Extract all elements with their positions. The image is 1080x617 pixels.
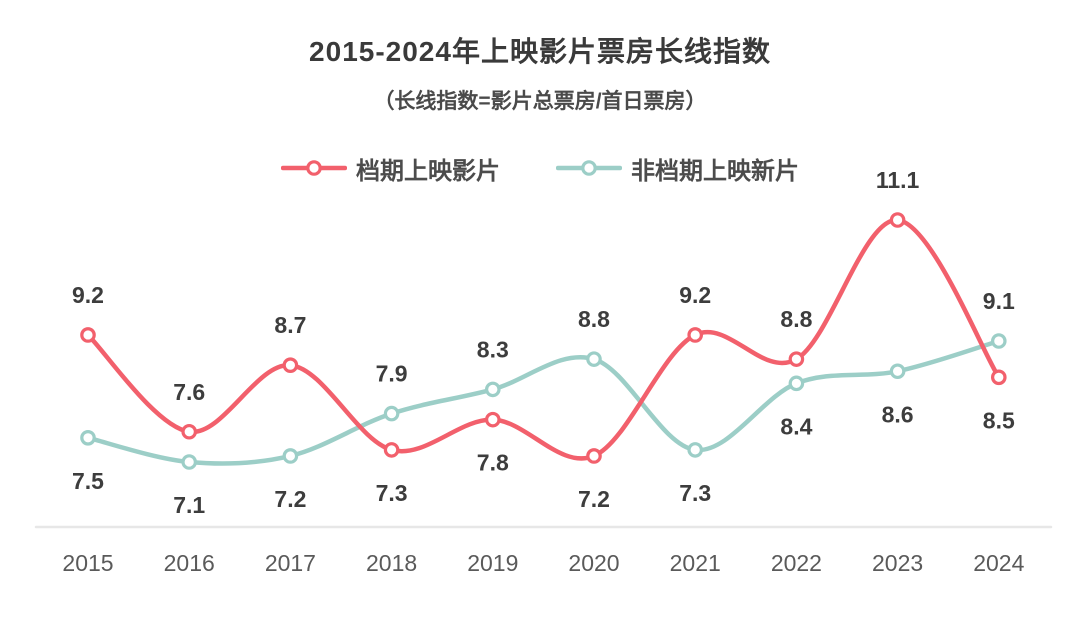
chart-title: 2015-2024年上映影片票房长线指数 bbox=[309, 36, 771, 67]
x-axis-tick-label: 2024 bbox=[973, 550, 1024, 576]
data-point-label: 8.4 bbox=[780, 413, 812, 439]
data-point-label: 8.8 bbox=[780, 306, 812, 332]
data-point-marker bbox=[80, 429, 96, 446]
series-line-1 bbox=[85, 338, 1002, 466]
x-axis-tick-label: 2016 bbox=[164, 550, 215, 576]
data-point-marker bbox=[788, 375, 805, 392]
data-point-label: 8.3 bbox=[477, 336, 509, 362]
data-point-label: 7.5 bbox=[72, 468, 104, 494]
data-point-label: 7.3 bbox=[376, 480, 408, 506]
data-point-label: 7.6 bbox=[173, 379, 205, 405]
legend-label: 档期上映影片 bbox=[356, 157, 500, 185]
x-axis-tick-label: 2015 bbox=[62, 550, 113, 576]
data-point-label: 7.2 bbox=[578, 486, 610, 512]
data-point-label: 7.8 bbox=[477, 450, 509, 476]
x-axis-tick-label: 2017 bbox=[265, 550, 316, 576]
data-point-label: 7.2 bbox=[274, 486, 306, 512]
data-point-label: 11.1 bbox=[876, 167, 920, 193]
legend-line-marker-icon bbox=[281, 160, 347, 176]
x-axis-tick-label: 2023 bbox=[872, 550, 923, 576]
data-point-label: 9.2 bbox=[679, 282, 711, 308]
data-point-label: 9.2 bbox=[72, 282, 104, 308]
x-axis-tick-label: 2022 bbox=[771, 550, 822, 576]
legend: 档期上映影片 非档期上映新片 bbox=[0, 150, 1080, 186]
series-line-0 bbox=[85, 217, 1002, 461]
data-point-label: 8.7 bbox=[274, 312, 306, 338]
x-axis-tick-label: 2019 bbox=[467, 550, 518, 576]
legend-item-1[interactable]: 非档期上映新片 bbox=[556, 151, 799, 186]
data-point-marker bbox=[181, 423, 197, 440]
data-point-marker bbox=[990, 333, 1007, 349]
legend-label: 非档期上映新片 bbox=[631, 157, 799, 185]
data-point-marker bbox=[282, 448, 299, 464]
data-point-marker bbox=[383, 442, 400, 458]
data-point-marker bbox=[80, 327, 96, 343]
data-point-marker bbox=[889, 363, 906, 380]
data-point-marker bbox=[383, 405, 400, 422]
data-point-label: 8.6 bbox=[882, 401, 914, 427]
x-axis-tick-label: 2021 bbox=[670, 550, 721, 576]
data-point-label: 7.3 bbox=[679, 480, 711, 506]
legend-line-marker-icon bbox=[556, 160, 622, 176]
legend-item-0[interactable]: 档期上映影片 bbox=[281, 151, 500, 186]
x-axis-tick-label: 2020 bbox=[568, 550, 619, 576]
data-point-label: 7.9 bbox=[376, 361, 408, 387]
data-point-marker bbox=[484, 411, 501, 428]
chart-subtitle: （长线指数=影片总票房/首日票房） bbox=[373, 90, 707, 113]
data-point-marker bbox=[990, 369, 1007, 386]
data-point-label: 7.1 bbox=[173, 492, 205, 518]
x-axis-tick-label: 2018 bbox=[366, 550, 417, 576]
data-point-marker bbox=[687, 327, 703, 343]
data-point-marker bbox=[586, 351, 602, 367]
data-point-marker bbox=[889, 212, 906, 228]
data-point-label: 8.8 bbox=[578, 306, 610, 332]
data-point-label: 9.1 bbox=[983, 288, 1015, 314]
data-point-marker bbox=[586, 448, 602, 464]
data-point-marker bbox=[484, 381, 501, 398]
data-point-label: 8.5 bbox=[983, 407, 1015, 433]
data-point-marker bbox=[687, 442, 703, 458]
data-point-marker bbox=[181, 454, 197, 470]
data-point-marker bbox=[788, 351, 805, 367]
data-point-marker bbox=[282, 357, 299, 373]
